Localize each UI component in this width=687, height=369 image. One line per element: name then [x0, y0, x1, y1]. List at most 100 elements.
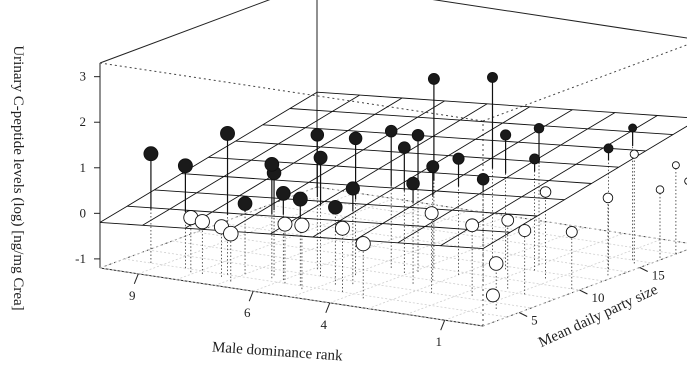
data-point [565, 225, 578, 238]
data-point [334, 220, 350, 236]
data-point [384, 124, 398, 138]
floor-grid-line [367, 227, 586, 309]
data-point [533, 122, 545, 134]
plane-grid-line [316, 91, 687, 118]
floor-grid-line [176, 198, 394, 280]
data-point [355, 236, 371, 252]
floor-grid-line [406, 233, 624, 315]
box-edge [482, 44, 687, 122]
data-point [194, 214, 210, 230]
data-point [427, 72, 440, 85]
data-point [264, 156, 280, 172]
x-tick-mark [440, 320, 446, 331]
y-tick-mark [639, 267, 648, 272]
floor-grid [99, 186, 687, 327]
x-tick-mark [248, 291, 254, 302]
floor-grid-line [482, 249, 687, 327]
floor-grid-line [138, 192, 356, 275]
z-tick-label: 3 [80, 69, 87, 84]
data-point [411, 128, 425, 142]
plane-grid-line [99, 221, 484, 250]
plane-grid-line [99, 91, 318, 223]
data-point [488, 256, 504, 271]
box-edge [432, 0, 687, 39]
data-point [223, 225, 239, 242]
data-point [500, 129, 512, 141]
floor-grid-line [220, 222, 604, 282]
data-point [237, 196, 253, 211]
data-point [328, 199, 343, 215]
data-point [476, 172, 490, 186]
floor-grid-line [444, 238, 662, 321]
x-axis-title: Male dominance rank [211, 339, 343, 364]
floor-grid-line [148, 249, 532, 309]
x-tick-mark [133, 273, 139, 284]
data-point [671, 161, 680, 170]
x-tick-label: 9 [129, 288, 136, 303]
data-points [143, 71, 687, 303]
data-point [275, 186, 291, 201]
data-point [518, 224, 532, 238]
data-point [485, 288, 500, 303]
data-point [406, 176, 420, 191]
drop-lines [150, 145, 677, 310]
data-point [313, 150, 328, 165]
data-point [465, 218, 479, 233]
data-point [220, 125, 235, 141]
data-point [310, 128, 325, 142]
data-point [143, 146, 159, 162]
data-point [348, 131, 363, 146]
data-point [487, 71, 498, 83]
data-point [629, 149, 639, 159]
y-tick-mark [579, 289, 588, 295]
data-point [426, 160, 440, 174]
floor-grid-line [214, 204, 433, 286]
z-tick-label: -1 [75, 251, 86, 266]
plane-grid-line [289, 108, 673, 136]
x-tick-mark [325, 302, 331, 313]
x-tick-label: 4 [321, 317, 328, 332]
data-point [397, 141, 411, 155]
z-tick-label: 2 [80, 114, 87, 129]
floor-grid-line [124, 258, 508, 318]
data-point [529, 153, 541, 165]
z-axis-title: Urinary C-peptide levels (log) [ng/mg Cr… [10, 45, 26, 310]
box-edge [99, 186, 318, 269]
floor-grid-line [99, 267, 484, 327]
floor-grid-line [172, 240, 556, 300]
plane-grid-line [235, 140, 619, 168]
floor-grid-line [292, 195, 676, 255]
x-tick-label: 1 [435, 334, 442, 349]
data-point [501, 213, 515, 227]
box-edge [482, 249, 687, 327]
plot-box [99, 0, 687, 327]
floor-grid-line [329, 221, 547, 304]
data-point [277, 216, 293, 232]
floor-grid-line [253, 209, 471, 292]
plane-grid-line [154, 189, 538, 217]
y-tick-label: 5 [531, 313, 538, 328]
floor-grid-line [196, 231, 580, 291]
x-tick-label: 6 [244, 305, 251, 320]
data-point [292, 191, 308, 207]
data-point [602, 192, 614, 204]
data-point [294, 217, 310, 233]
y-tick-mark [518, 312, 528, 317]
z-tick-label: 0 [80, 205, 87, 220]
plane-grid-line [181, 173, 565, 201]
data-point [345, 181, 360, 196]
data-point [539, 186, 552, 198]
data-point [177, 158, 193, 174]
data-point [452, 152, 465, 165]
data-point [424, 206, 439, 221]
data-point [655, 185, 665, 194]
floor-grid-line [99, 186, 318, 269]
box-edge [99, 0, 271, 64]
y-tick-label: 10 [591, 290, 604, 305]
data-point [603, 143, 614, 154]
plane-grid-line [262, 124, 646, 152]
y-tick-label: 15 [652, 268, 665, 283]
data-point [628, 123, 638, 133]
